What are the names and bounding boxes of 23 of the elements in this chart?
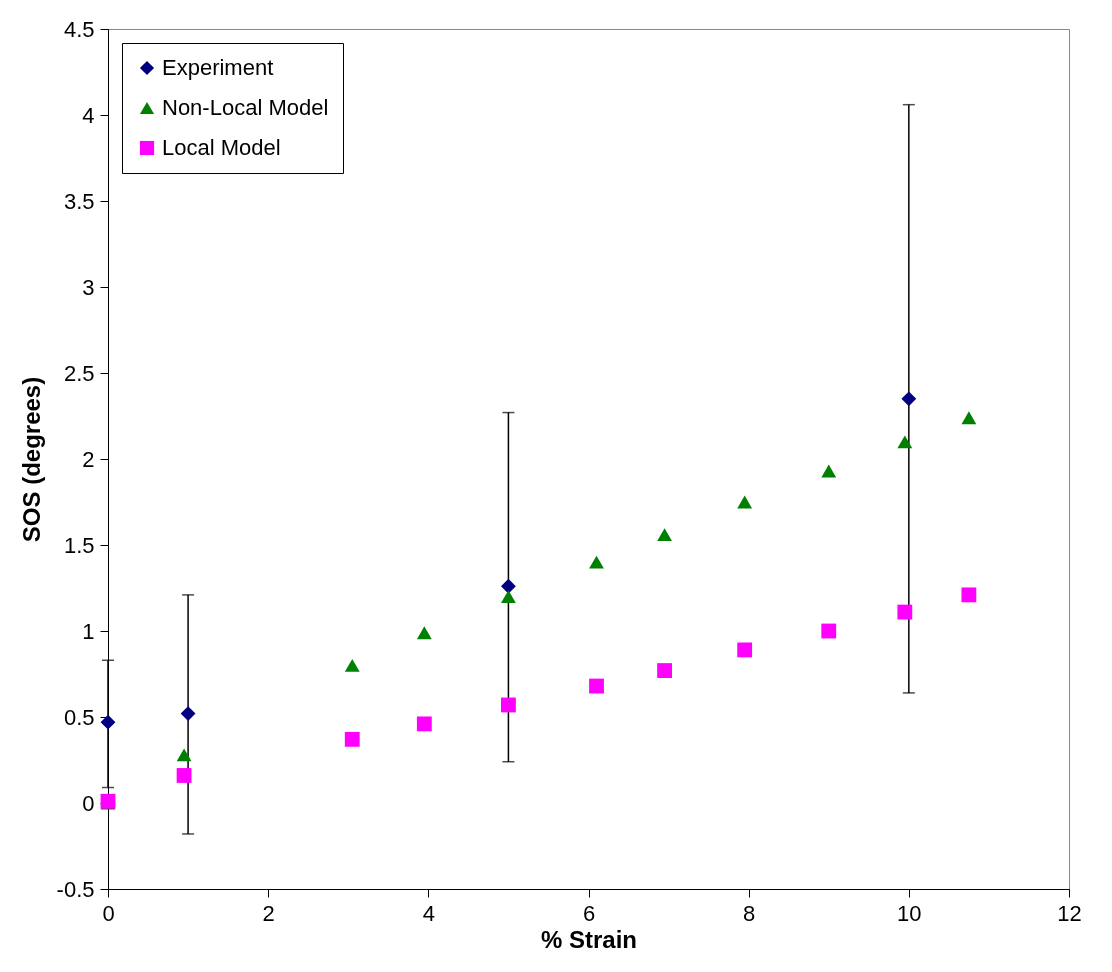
y-tick-label: 1.5 xyxy=(63,532,95,558)
y-tick-label: 2 xyxy=(82,446,95,472)
x-tick-label: 8 xyxy=(743,900,756,926)
x-tick-label: 2 xyxy=(262,900,275,926)
y-tick-label: 4 xyxy=(82,102,95,128)
x-tick-label: 4 xyxy=(422,900,435,926)
y-tick-label: 2.5 xyxy=(63,360,95,386)
legend-label: Local Model xyxy=(162,135,281,160)
y-tick-label: 0 xyxy=(82,790,95,816)
y-tick-label: 0.5 xyxy=(63,704,95,730)
y-axis-title: SOS (degrees) xyxy=(17,376,45,543)
legend-label: Experiment xyxy=(162,55,274,80)
x-tick-label: 0 xyxy=(102,900,115,926)
legend-label: Non-Local Model xyxy=(162,95,329,120)
x-tick-label: 6 xyxy=(582,900,596,926)
x-axis-title: % Strain xyxy=(540,925,638,953)
y-tick-label: 3.5 xyxy=(63,188,95,214)
y-tick-label: -0.5 xyxy=(56,876,95,902)
y-tick-label: 4.5 xyxy=(63,16,95,42)
y-tick-label: 1 xyxy=(82,618,95,644)
y-tick-label: 3 xyxy=(82,274,95,300)
x-tick-label: 10 xyxy=(897,900,922,926)
x-tick-label: 12 xyxy=(1057,900,1082,926)
